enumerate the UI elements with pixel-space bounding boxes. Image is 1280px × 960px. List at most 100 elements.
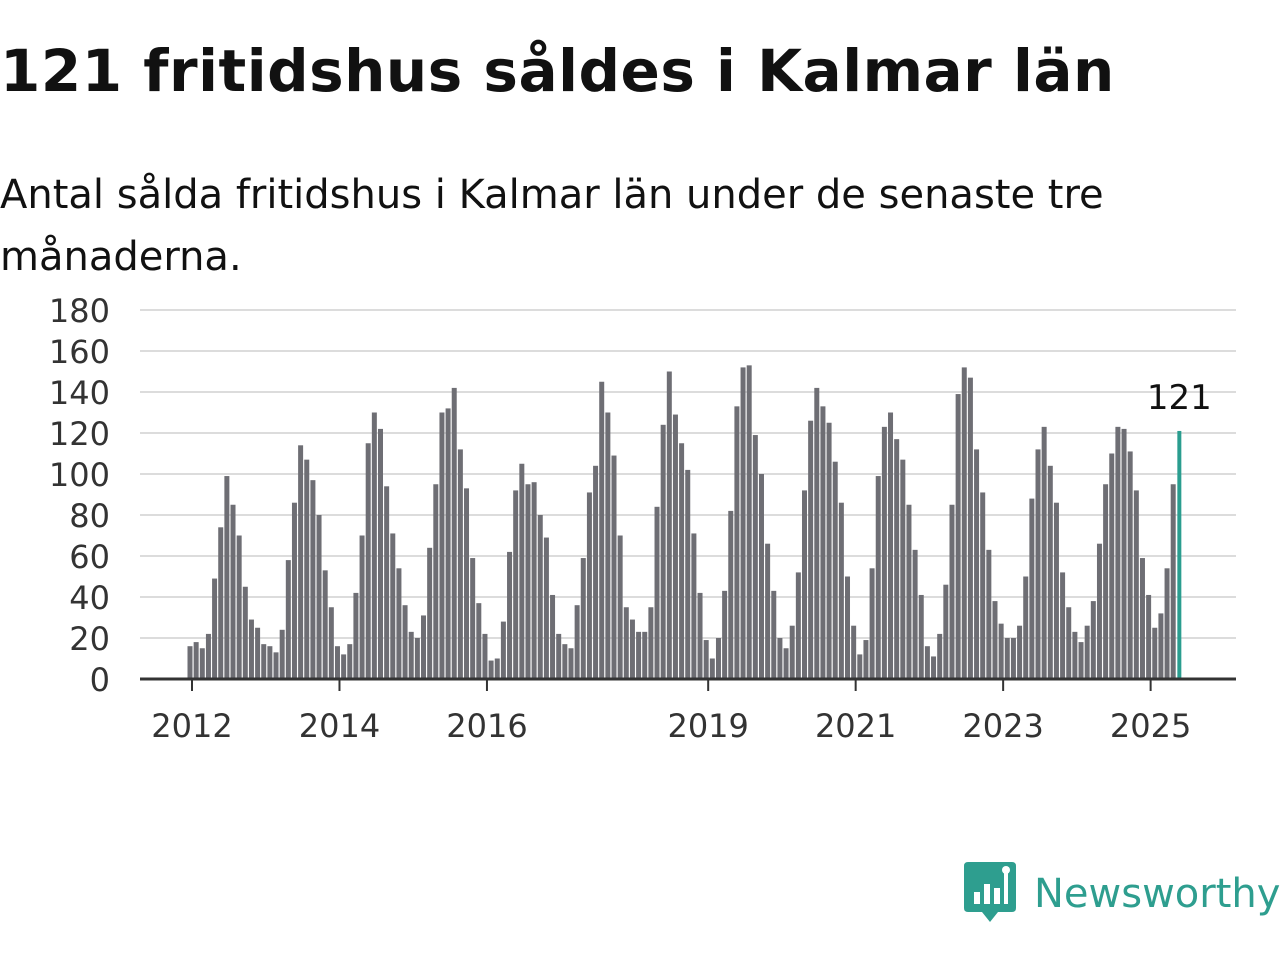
bar [967,377,973,679]
bar [863,640,869,679]
bar [875,476,881,679]
bar [986,549,992,679]
bar [1066,607,1072,679]
bar [672,414,678,679]
y-tick-label: 140 [49,374,110,412]
bar [802,490,807,679]
bar [421,615,427,679]
bar [1170,484,1176,679]
bar [205,633,211,679]
bar [273,652,279,679]
bar [476,603,482,679]
bar [943,584,949,679]
bar [605,412,611,679]
bar [230,504,236,679]
bar [734,406,740,679]
bar [267,646,273,679]
bar [316,515,322,679]
bar [580,558,586,679]
bar [1115,426,1121,679]
bar [537,515,543,679]
bar [513,490,519,679]
chart-subtitle: Antal sålda fritidshus i Kalmar län unde… [0,172,1104,280]
bar [722,590,728,679]
bar [1004,638,1010,679]
bar [568,648,574,679]
bar [691,533,697,679]
bar [298,445,304,679]
bar [666,371,672,679]
bar [974,449,980,679]
bar [1146,594,1152,679]
bar [322,570,328,679]
bar [894,439,900,679]
bar [783,648,789,679]
bar [593,465,599,679]
x-tick-label: 2012 [151,707,232,745]
bar [949,504,955,679]
x-axis-ticks: 2012 2014 2016 2019 2021 2023 2025 [151,679,1191,745]
bar [1084,625,1090,679]
bar [445,408,451,679]
bar [599,381,605,679]
bar [1152,627,1158,679]
bar [912,549,918,679]
bar [777,638,783,679]
bar [728,510,734,679]
bar [1010,638,1016,679]
bar [881,426,887,679]
bar [451,387,457,679]
bar [888,412,894,679]
bar [494,658,500,679]
y-tick-label: 180 [49,292,110,330]
bar [1029,498,1035,679]
bar [752,435,758,679]
bar [279,629,285,679]
bar [789,625,795,679]
bar [758,474,764,679]
bar [697,592,703,679]
x-tick-label: 2025 [1110,707,1191,745]
bar [660,424,666,679]
bar [642,631,648,679]
bar [838,502,844,679]
bar [992,601,998,679]
bar [1164,568,1170,679]
y-tick-label: 100 [49,456,110,494]
bar [937,633,943,679]
bar [378,428,383,679]
chart-title: 121 fritidshus såldes i Kalmar län [0,37,1115,105]
bar [795,572,801,679]
bar [212,578,218,679]
bar [1072,631,1078,679]
bar [371,412,377,679]
y-tick-label: 20 [69,620,110,658]
bar [931,656,937,679]
bar [851,625,857,679]
bar [414,638,420,679]
bar [906,504,912,679]
y-tick-label: 60 [69,538,110,576]
bar [285,560,291,679]
bar [746,365,752,679]
y-tick-label: 40 [69,579,110,617]
bar [304,459,310,679]
bar [703,640,709,679]
bar [1139,558,1145,679]
bars [187,365,1182,679]
bar [955,394,961,679]
bar [980,492,986,679]
bar [236,535,242,679]
bar [218,527,224,679]
bar [814,387,820,679]
bar [482,633,488,679]
bar [1109,453,1115,679]
x-tick-label: 2016 [446,707,527,745]
bar [740,367,746,679]
bar [507,551,513,679]
bar [1103,484,1109,679]
bar [820,406,826,679]
bar [1158,613,1164,679]
x-tick-label: 2023 [962,707,1043,745]
